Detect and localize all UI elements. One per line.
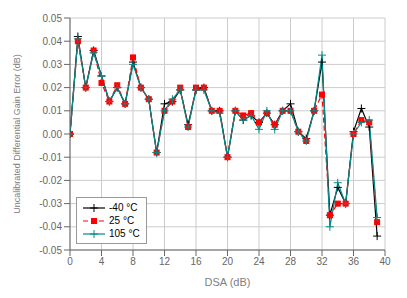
svg-text:0: 0: [67, 256, 73, 267]
svg-text:32: 32: [316, 256, 328, 267]
svg-text:-0.01: -0.01: [39, 152, 62, 163]
svg-text:20: 20: [222, 256, 234, 267]
svg-text:12: 12: [159, 256, 171, 267]
svg-text:-0.03: -0.03: [39, 198, 62, 209]
svg-text:-0.05: -0.05: [39, 245, 62, 256]
html-text:-40 °C: -40 °C: [109, 202, 138, 213]
svg-text:-0.02: -0.02: [39, 175, 62, 186]
svg-text:16: 16: [190, 256, 202, 267]
svg-text:8: 8: [130, 256, 136, 267]
svg-text:DSA (dB): DSA (dB): [205, 276, 251, 288]
html-text:105 °C: 105 °C: [109, 228, 140, 239]
svg-text:24: 24: [253, 256, 265, 267]
svg-text:0.01: 0.01: [43, 105, 63, 116]
svg-text:Uncalibrated Differential Gain: Uncalibrated Differential Gain Error (dB…: [12, 54, 22, 213]
svg-text:0.04: 0.04: [43, 36, 63, 47]
svg-text:0.03: 0.03: [43, 59, 63, 70]
svg-text:0.00: 0.00: [43, 129, 63, 140]
svg-text:0.02: 0.02: [43, 82, 63, 93]
svg-text:36: 36: [348, 256, 360, 267]
svg-text:40: 40: [379, 256, 391, 267]
svg-text:-0.04: -0.04: [39, 221, 62, 232]
svg-text:4: 4: [99, 256, 105, 267]
svg-text:28: 28: [285, 256, 297, 267]
svg-text:0.05: 0.05: [43, 13, 63, 24]
html-text:25 °C: 25 °C: [109, 215, 135, 226]
